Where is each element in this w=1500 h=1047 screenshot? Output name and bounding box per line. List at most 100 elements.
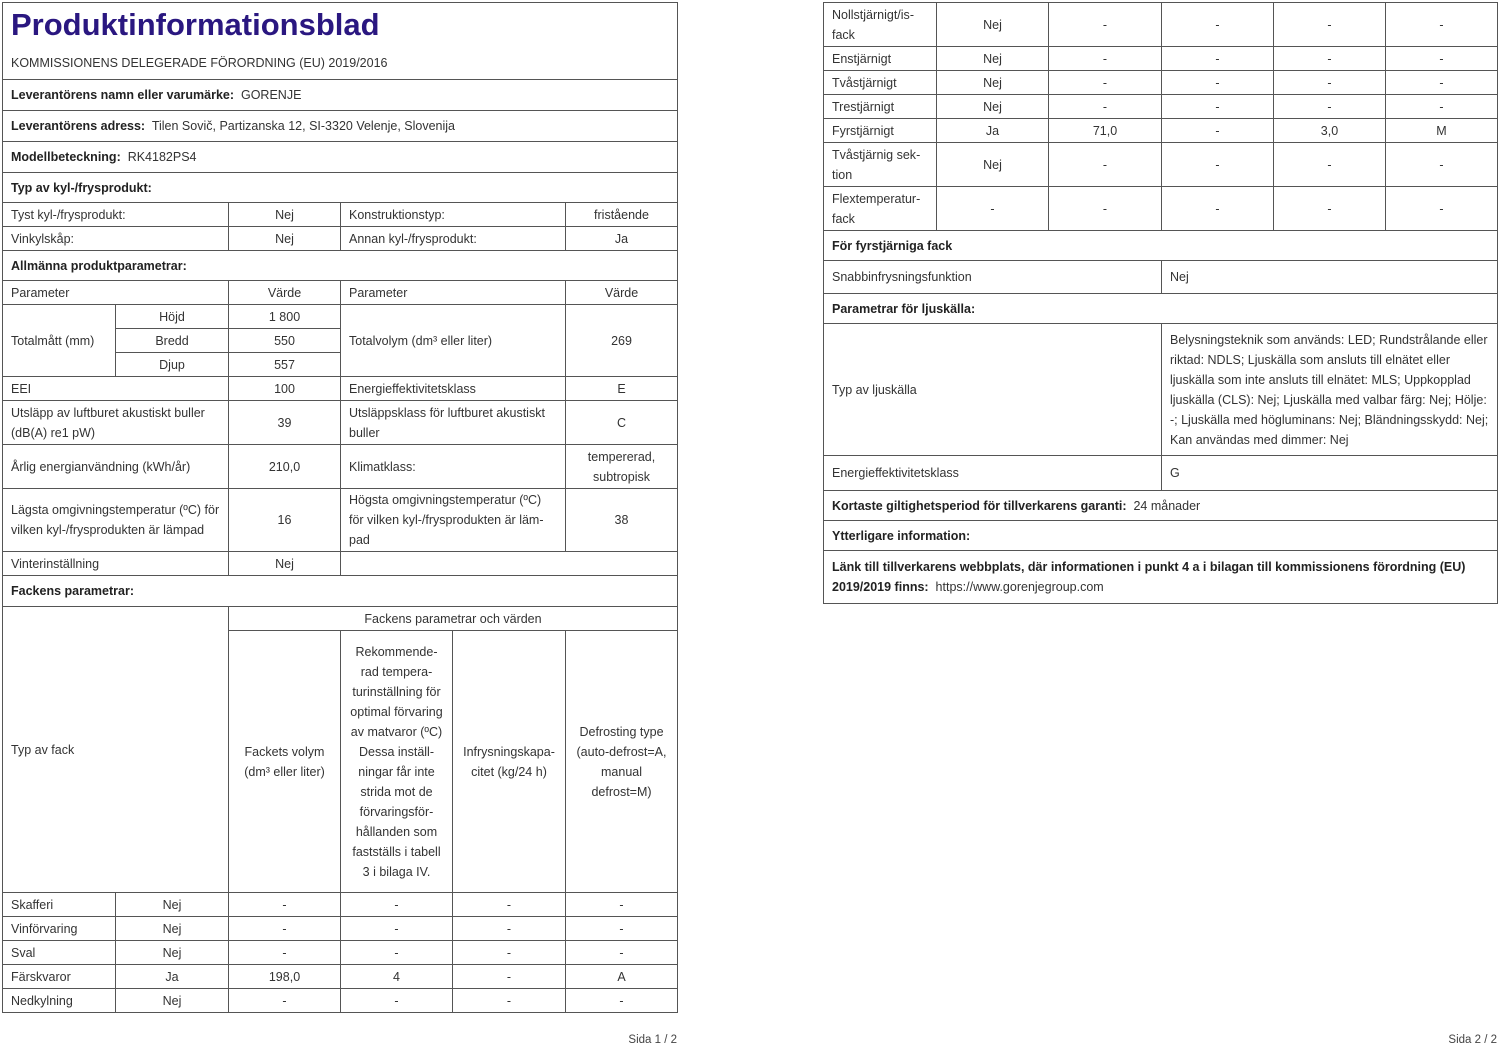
compartment-temperature: - xyxy=(1161,118,1274,143)
type-value: fristående xyxy=(564,202,679,227)
param-label: Klimatklass: xyxy=(340,444,566,489)
param-label: Årlig energianvändning (kWh/år) xyxy=(2,444,229,489)
compartment-temperature: - xyxy=(1161,2,1274,47)
compartment-temperature: - xyxy=(1161,70,1274,95)
freezing-capacity-header: Infrysningskapa­citet (kg/24 h) xyxy=(452,630,566,893)
compartment-present: Nej xyxy=(115,940,229,965)
compartment-defrost-type: - xyxy=(564,892,679,917)
compartment-freezing-capacity: - xyxy=(452,940,566,965)
compartment-name: Nedkylning xyxy=(2,988,116,1013)
compartment-name: Nollstjärnigt/is­fack xyxy=(823,2,937,47)
compartment-name: Färskvaror xyxy=(2,964,116,989)
light-heading: Parametrar för ljuskälla: xyxy=(823,293,1498,324)
param-value: 100 xyxy=(228,376,341,401)
compartment-row: Fyrstjärnigt Ja 71,0-3,0 M xyxy=(823,118,1498,143)
address-row: Leverantörens adress: Tilen Sovič, Parti… xyxy=(1,110,679,142)
compartment-volume: - xyxy=(1048,2,1162,47)
compartment-defrost-type: - xyxy=(1385,94,1498,119)
compartment-freezing-capacity: - xyxy=(1273,2,1386,47)
model-label: Modellbeteckning: xyxy=(11,150,121,164)
compartment-defrost-type: A xyxy=(564,964,679,989)
compartment-defrost-type: - xyxy=(564,940,679,965)
dim-value: 1 800 xyxy=(228,304,341,329)
param-label: Utsläpp av luftburet akustiskt buller (d… xyxy=(2,400,229,445)
fast-freeze-label: Snabbinfrysningsfunktion xyxy=(823,260,1162,294)
compartment-freezing-capacity: - xyxy=(452,988,566,1013)
compartment-volume: 71,0 xyxy=(1048,118,1162,143)
compartment-present: Nej xyxy=(936,142,1049,187)
param-value: 38 xyxy=(564,488,679,552)
compartment-row: Färskvaror Ja 198,0 4- A xyxy=(2,964,679,989)
compartment-row: Skafferi Nej - - - - xyxy=(2,892,679,917)
light-class-label: Energieffektivitetsklass xyxy=(823,455,1162,491)
compartment-defrost-type: - xyxy=(564,988,679,1013)
light-type-value: Belysningsteknik som används: LED; Runds… xyxy=(1161,323,1498,456)
model-row: Modellbeteckning: RK4182PS4 xyxy=(1,141,679,173)
compartment-freezing-capacity: - xyxy=(452,892,566,917)
compartment-present: Ja xyxy=(115,964,229,989)
compartment-temperature: 4 xyxy=(340,964,453,989)
compartment-volume: - xyxy=(1048,94,1162,119)
compartment-name: Tvåstjärnig sek­tion xyxy=(823,142,937,187)
compartment-freezing-capacity: 3,0 xyxy=(1273,118,1386,143)
compartment-name: Flextemperatur­fack xyxy=(823,186,937,231)
compartment-type-header: Typ av fack xyxy=(2,606,229,893)
compartment-defrost-type: - xyxy=(1385,2,1498,47)
compartment-present: Nej xyxy=(936,46,1049,71)
compartment-row: Tvåstjärnig sek­tion Nej - - - - xyxy=(823,142,1498,187)
param-label: Högsta omgivningstemperatur (ºC) för vil… xyxy=(340,488,566,552)
supplier-label: Leverantörens namn eller varumärke: xyxy=(11,88,235,102)
page-number-2: Sida 2 / 2 xyxy=(1448,1034,1497,1046)
supplier-row: Leverantörens namn eller varumärke: GORE… xyxy=(1,79,679,111)
type-heading: Typ av kyl-/frysprodukt: xyxy=(1,172,679,203)
website-link[interactable]: https://www.gorenjegroup.com xyxy=(935,580,1104,594)
compartment-volume: - xyxy=(228,916,341,941)
compartment-rows-page-1: Skafferi Nej - - - - Vinförvaring Nej - - - - Sval Ne… xyxy=(2,892,679,1013)
param-label: Lägsta omgivningstemperatur (ºC) för vil… xyxy=(2,488,229,552)
compartment-freezing-capacity: - xyxy=(1273,70,1386,95)
product-info-table-page-1: Produktinformationsblad KOMMISSIONENS DE… xyxy=(1,2,679,1013)
compartment-row: Nedkylning Nej - - - - xyxy=(2,988,679,1013)
compartment-row: Sval Nej - - - - xyxy=(2,940,679,965)
compartment-volume: - xyxy=(228,892,341,917)
additional-heading: Ytterligare information: xyxy=(823,520,1498,551)
empty-cell xyxy=(339,551,679,576)
compartment-volume: - xyxy=(1048,46,1162,71)
compartment-rows-page-2: Nollstjärnigt/is­fack Nej - - - - Enstjärnigt N… xyxy=(823,2,1498,231)
compartment-row: Tvåstjärnigt Nej - - - - xyxy=(823,70,1498,95)
light-type-label: Typ av ljuskälla xyxy=(823,323,1162,456)
product-info-table-page-2: Nollstjärnigt/is­fack Nej - - - - Enstjärnigt N… xyxy=(823,2,1498,604)
param-value: 16 xyxy=(228,488,341,552)
type-value: Nej xyxy=(228,202,341,227)
link-row: Länk till tillverkarens webbplats, där i… xyxy=(823,550,1498,604)
volume-value: 269 xyxy=(564,304,679,377)
compartment-temperature: - xyxy=(1161,94,1274,119)
value-header: Värde xyxy=(564,280,679,305)
dim-label: Höjd xyxy=(115,304,229,329)
dim-value: 557 xyxy=(228,352,341,377)
compartment-present: Nej xyxy=(115,892,229,917)
regulation-text: KOMMISSIONENS DELEGERADE FÖRORDNING (EU)… xyxy=(11,56,388,70)
warranty-value: 24 månader xyxy=(1133,498,1201,513)
compartment-heading: Fackens parametrar: xyxy=(1,575,679,607)
address-label: Leverantörens adress: xyxy=(11,119,146,133)
compartment-temperature: - xyxy=(340,892,453,917)
compartment-freezing-capacity: - xyxy=(452,916,566,941)
compartment-name: Vinförvaring xyxy=(2,916,116,941)
general-heading: Allmänna produktparametrar: xyxy=(1,250,679,281)
dims-label: Totalmått (mm) xyxy=(2,304,116,377)
compartment-temperature: - xyxy=(340,988,453,1013)
compartment-present: Nej xyxy=(115,916,229,941)
four-star-heading: För fyrstjärniga fack xyxy=(823,230,1498,261)
compartment-temperature: - xyxy=(340,916,453,941)
type-value: Nej xyxy=(228,226,341,251)
page-title: Produktinformationsblad xyxy=(11,7,380,42)
warranty-label: Kortaste giltighetsperiod för tillverkar… xyxy=(832,498,1127,513)
type-label: Tyst kyl-/frysprodukt: xyxy=(2,202,229,227)
type-label: Vinkylskåp: xyxy=(2,226,229,251)
compartment-row: Vinförvaring Nej - - - - xyxy=(2,916,679,941)
compartment-row: Trestjärnigt Nej - - - - xyxy=(823,94,1498,119)
compartment-row: Flextemperatur­fack - - - - - xyxy=(823,186,1498,231)
compartment-defrost-type: - xyxy=(1385,186,1498,231)
compartment-name: Enstjärnigt xyxy=(823,46,937,71)
